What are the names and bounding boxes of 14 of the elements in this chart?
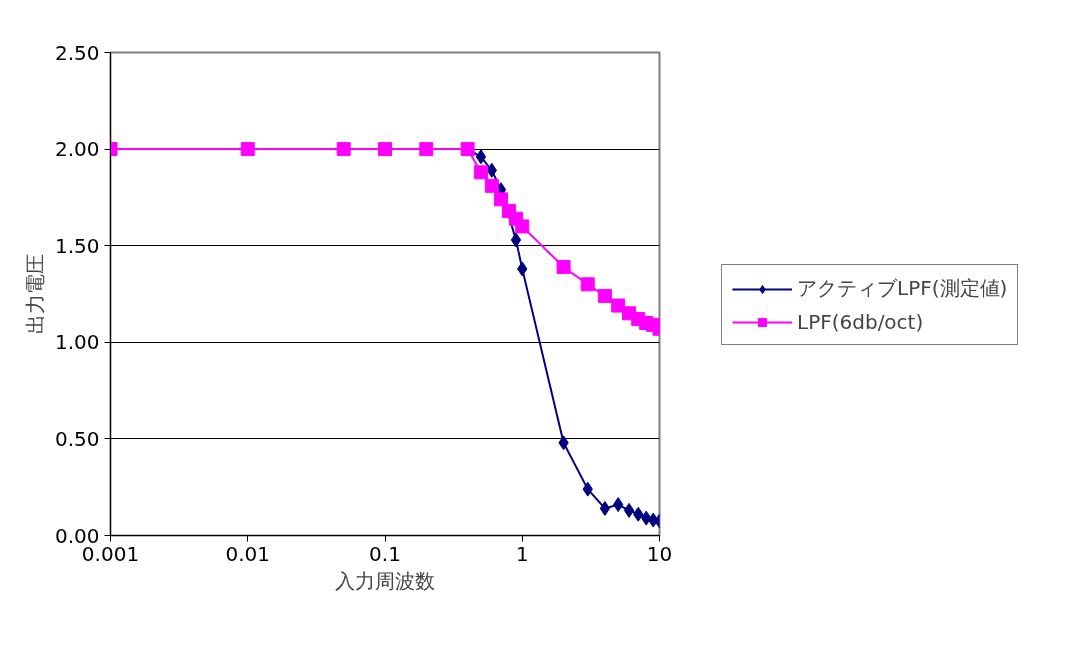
x-tick-label: 0.1 <box>369 541 401 566</box>
legend-label: アクティブLPF(測定値) <box>797 275 1008 302</box>
x-tick-label: 1 <box>515 541 529 566</box>
y-tick-label: 0.50 <box>54 426 100 451</box>
legend-label: LPF(6db/oct) <box>797 310 924 334</box>
y-tick-label: 1.50 <box>54 233 100 258</box>
y-tick-label: 1.00 <box>54 330 100 355</box>
x-tick-label: 0.01 <box>225 541 271 566</box>
x-tick-label: 10 <box>646 541 673 566</box>
y-tick-label: 2.50 <box>54 40 100 65</box>
y-tick-label: 2.00 <box>54 137 100 162</box>
x-axis-title: 入力周波数 <box>335 568 435 593</box>
y-axis-title: 出力電圧 <box>22 254 47 334</box>
y-tick-label: 0.00 <box>54 523 100 548</box>
